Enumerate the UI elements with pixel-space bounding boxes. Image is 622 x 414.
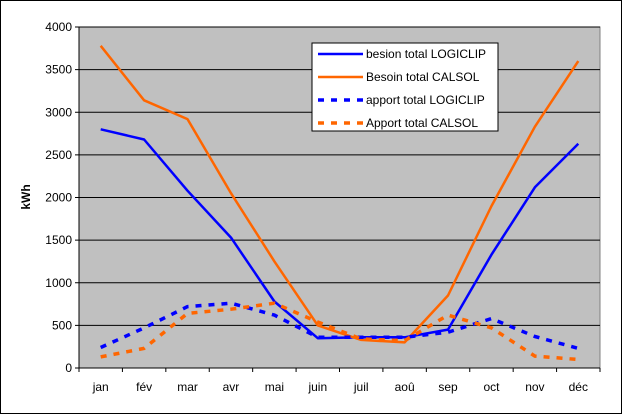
legend-label-3: apport total LOGICLIP	[366, 93, 485, 107]
series-line-4	[100, 301, 579, 362]
legend-label-1: besion total LOGICLIP	[366, 47, 486, 61]
y-tick-label: 0	[65, 361, 72, 375]
legend: besion total LOGICLIP Besoin total CALSOL…	[311, 42, 499, 132]
x-tick-label: mar	[177, 380, 198, 394]
y-tick-label: 500	[52, 318, 72, 332]
x-tick-label: fév	[136, 380, 152, 394]
y-tick-label: 1000	[45, 276, 72, 290]
x-tick-label: juil	[353, 380, 369, 394]
legend-box	[311, 42, 499, 132]
series-lines	[99, 45, 580, 362]
y-tick-label: 1500	[45, 233, 72, 247]
y-tick-label: 3000	[45, 105, 72, 119]
legend-label-4: Apport total CALSOL	[366, 116, 478, 130]
y-tick-label: 4000	[45, 20, 72, 34]
x-tick-label: sep	[438, 380, 458, 394]
series-line-2	[99, 45, 580, 344]
x-tick-label: avr	[223, 380, 240, 394]
y-tick-label: 2500	[45, 148, 72, 162]
x-tick-label: nov	[525, 380, 544, 394]
legend-label-2: Besoin total CALSOL	[366, 70, 480, 84]
x-tick-label: jan	[92, 380, 109, 394]
x-tick-label: oct	[483, 380, 500, 394]
series-line-1	[100, 128, 580, 340]
x-tick-labels: jan fév mar avr mai juin juil aoû sep oct nov déc	[92, 380, 588, 394]
x-tick-label: juin	[307, 380, 327, 394]
x-tick-label: mai	[265, 380, 284, 394]
gridlines	[79, 26, 600, 326]
y-tick-label: 2000	[45, 191, 72, 205]
x-tick-label: aoû	[395, 380, 415, 394]
y-tick-label: 3500	[45, 63, 72, 77]
y-axis-title: kWh	[19, 184, 33, 209]
axes	[75, 26, 601, 372]
x-tick-label: déc	[569, 380, 588, 394]
series-line-3	[99, 301, 579, 351]
y-tick-labels: 0 500 1000 1500 2000 2500 3000 3500 4000	[45, 20, 72, 375]
